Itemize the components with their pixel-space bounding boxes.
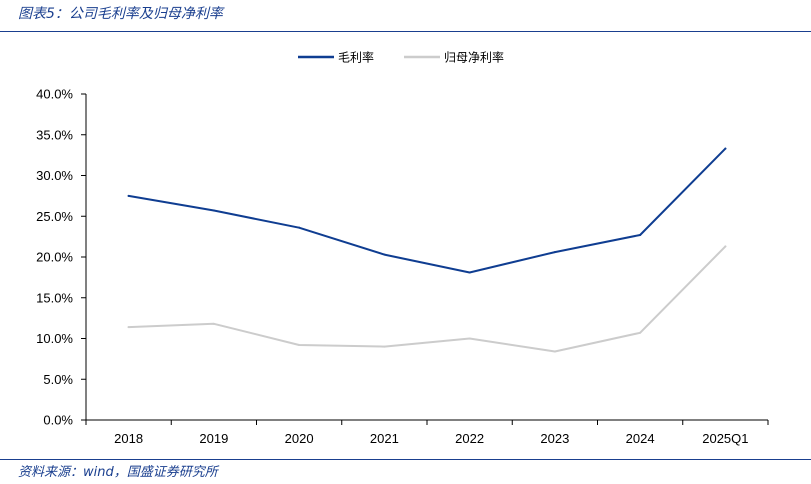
y-axis: 0.0% 5.0% 10.0% 15.0% 20.0% 25.0% 30.0% 35.0% 40… bbox=[36, 87, 87, 428]
y-tick-label: 25.0% bbox=[36, 209, 73, 224]
x-tick-label: 2019 bbox=[199, 431, 228, 446]
x-tick-label: 2021 bbox=[370, 431, 399, 446]
x-axis: 2018 2019 2020 2021 2022 2023 2024 2025Q1 bbox=[85, 419, 769, 446]
y-tick-label: 40.0% bbox=[36, 87, 73, 102]
top-divider bbox=[0, 31, 811, 32]
data-point bbox=[724, 147, 727, 150]
legend-label: 毛利率 bbox=[338, 50, 374, 65]
line-chart: 毛利率 归母净利率 0.0% 5.0% 10.0% 15.0% 20.0% 25.0% 30.… bbox=[36, 50, 769, 446]
y-tick-label: 20.0% bbox=[36, 250, 73, 265]
legend: 毛利率 归母净利率 bbox=[298, 50, 504, 65]
series-group bbox=[127, 147, 727, 353]
legend-label: 归母净利率 bbox=[444, 50, 504, 65]
y-tick-label: 15.0% bbox=[36, 290, 73, 305]
y-tick-label: 30.0% bbox=[36, 168, 73, 183]
data-point bbox=[468, 271, 471, 274]
data-point bbox=[553, 251, 556, 254]
data-point bbox=[127, 326, 130, 329]
data-point bbox=[212, 209, 215, 212]
x-tick-label: 2024 bbox=[626, 431, 655, 446]
figure-title: 图表5：公司毛利率及归母净利率 bbox=[18, 6, 223, 22]
y-tick-label: 0.0% bbox=[43, 413, 73, 428]
x-tick-label: 2022 bbox=[455, 431, 484, 446]
y-tick-label: 5.0% bbox=[43, 372, 73, 387]
bottom-divider bbox=[0, 459, 811, 460]
x-tick-label: 2018 bbox=[114, 431, 143, 446]
x-tick-label: 2025Q1 bbox=[702, 431, 748, 446]
series-line-gross-margin bbox=[127, 147, 727, 274]
data-point bbox=[639, 331, 642, 334]
data-point bbox=[212, 322, 215, 325]
y-tick-label: 10.0% bbox=[36, 331, 73, 346]
x-tick-label: 2020 bbox=[285, 431, 314, 446]
data-point bbox=[724, 245, 727, 248]
data-point bbox=[553, 350, 556, 353]
data-point bbox=[383, 253, 386, 256]
figure-source: 资料来源：wind，国盛证券研究所 bbox=[18, 465, 218, 480]
data-point bbox=[127, 194, 130, 197]
y-tick-label: 35.0% bbox=[36, 127, 73, 142]
data-point bbox=[298, 344, 301, 347]
data-point bbox=[468, 337, 471, 340]
data-point bbox=[298, 226, 301, 229]
data-point bbox=[639, 233, 642, 236]
series-line-net-margin bbox=[127, 245, 727, 353]
x-tick-label: 2023 bbox=[540, 431, 569, 446]
data-point bbox=[383, 345, 386, 348]
